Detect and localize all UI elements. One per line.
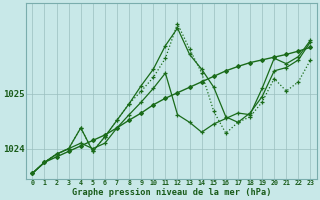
X-axis label: Graphe pression niveau de la mer (hPa): Graphe pression niveau de la mer (hPa) bbox=[72, 188, 271, 197]
